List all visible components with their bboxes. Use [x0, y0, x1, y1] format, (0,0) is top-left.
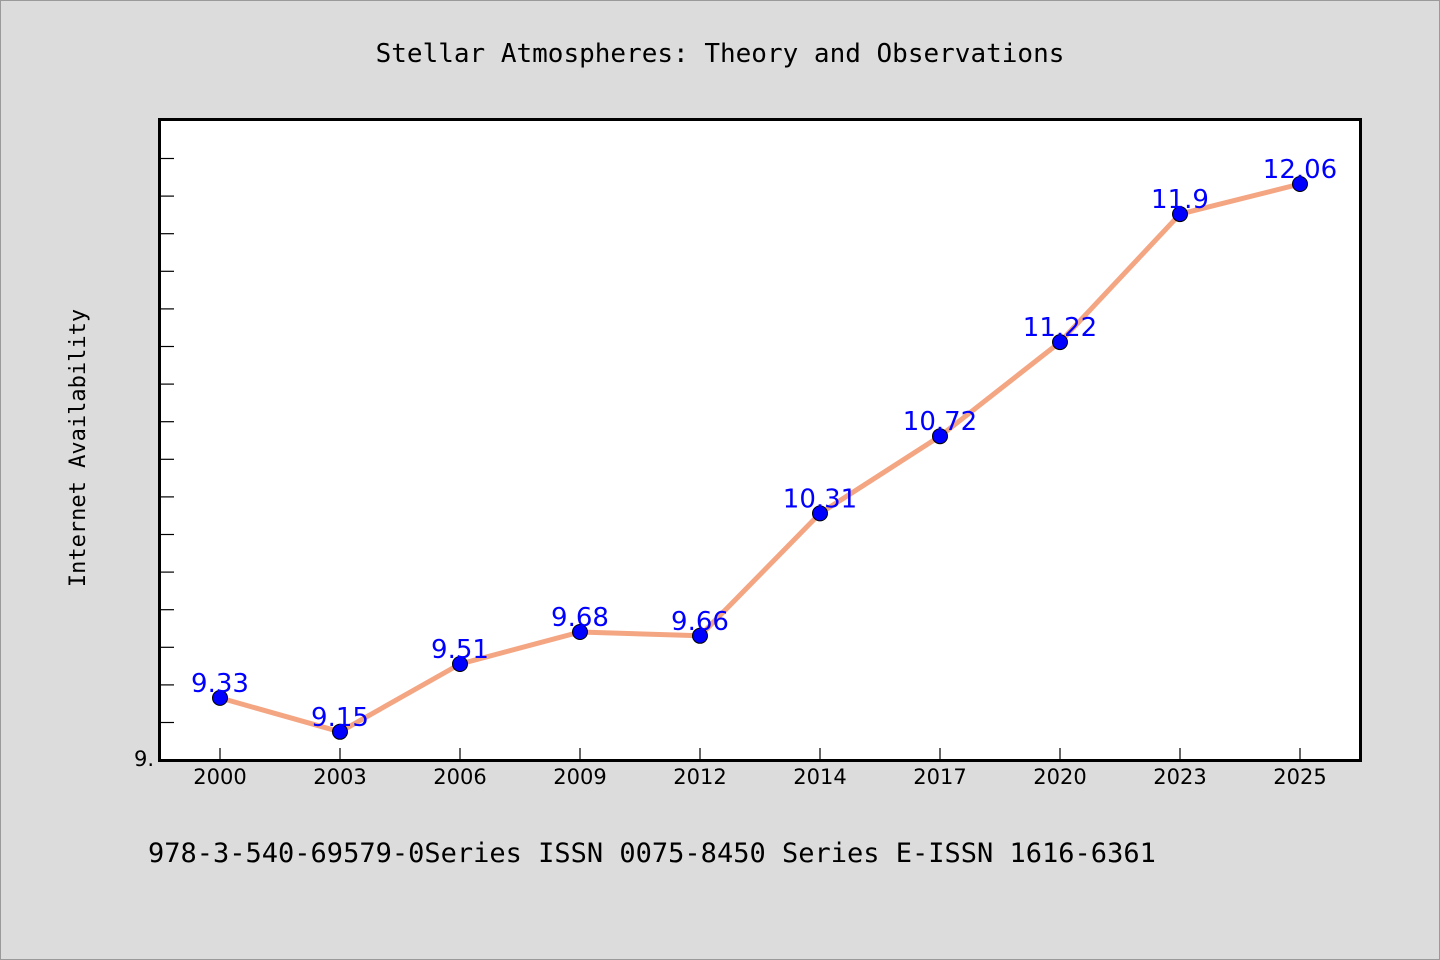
data-label: 10.31 [783, 484, 857, 514]
data-point [932, 428, 948, 445]
series-line-group [217, 181, 1303, 735]
x-axis-tick-labels: 2000 2003 2006 2009 2012 2014 2017 2020 2023 2025 [193, 765, 1326, 789]
data-point [212, 689, 228, 706]
footer-isbn-issn: 978-3-540-69579-0Series ISSN 0075-8450 S… [148, 838, 1156, 869]
y-axis-ticks [160, 157, 174, 724]
data-point [1172, 206, 1188, 223]
data-label: 12.06 [1263, 155, 1337, 185]
data-label: 11.9 [1151, 185, 1209, 215]
data-point [572, 624, 588, 640]
data-labels: 9.33 9.15 9.51 9.68 9.66 10.31 10.72 11.22 11.9 1… [191, 155, 1337, 733]
x-tick-label: 2003 [313, 765, 366, 789]
data-point [692, 627, 708, 644]
x-tick-label: 2012 [673, 765, 726, 789]
x-tick-label: 2009 [553, 765, 606, 789]
y-tick-label: 9. [134, 747, 154, 771]
x-tick-label: 2023 [1153, 765, 1206, 789]
data-label: 9.68 [551, 603, 609, 633]
data-label: 9.33 [191, 669, 249, 699]
x-tick-label: 2000 [193, 765, 246, 789]
x-tick-label: 2020 [1033, 765, 1086, 789]
data-label: 9.15 [311, 703, 369, 733]
data-point [452, 656, 468, 672]
data-point [332, 723, 348, 740]
x-tick-label: 2014 [793, 765, 846, 789]
data-point [1292, 176, 1308, 192]
x-tick-label: 2025 [1273, 765, 1326, 789]
y-axis-tick-labels: 9. [134, 747, 154, 771]
data-label: 10.72 [903, 407, 977, 437]
series-markers [212, 176, 1308, 740]
x-axis-ticks [219, 748, 1301, 760]
data-point [812, 505, 828, 522]
x-tick-label: 2006 [433, 765, 486, 789]
data-label: 9.66 [671, 607, 729, 637]
data-label: 9.51 [431, 635, 489, 665]
plot-area [158, 118, 1362, 762]
data-label: 11.22 [1023, 313, 1097, 343]
y-axis-label: Internet Availability [66, 309, 91, 587]
data-point [1052, 334, 1068, 351]
series-line [217, 181, 1303, 735]
x-tick-label: 2017 [913, 765, 966, 789]
chart-title: Stellar Atmospheres: Theory and Observat… [376, 39, 1065, 69]
